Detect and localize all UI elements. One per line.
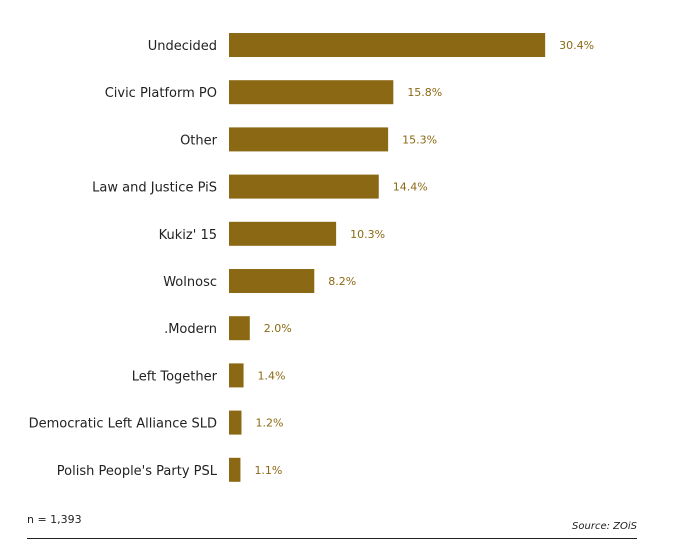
category-label: Law and Justice PiS [92, 181, 217, 196]
category-label: .Modern [164, 322, 217, 337]
category-label: Undecided [148, 39, 217, 54]
bar [229, 316, 250, 341]
sample-size-note: n = 1,393 [27, 513, 82, 526]
value-label: 8.2% [328, 275, 356, 288]
category-label: Other [180, 133, 218, 148]
bottom-rule [27, 538, 637, 539]
value-label: 15.3% [402, 133, 437, 146]
category-label: Civic Platform PO [105, 86, 217, 101]
value-label: 14.4% [393, 181, 428, 194]
value-label: 30.4% [559, 39, 594, 52]
bar [229, 269, 315, 293]
category-label: Wolnosc [163, 275, 217, 290]
category-label: Left Together [132, 369, 218, 384]
value-label: 15.8% [407, 86, 442, 99]
bar [229, 363, 244, 388]
bar [229, 457, 241, 482]
value-label: 10.3% [350, 228, 385, 241]
bar [229, 127, 389, 152]
bar [229, 410, 242, 435]
bar [229, 174, 379, 199]
bar [229, 80, 394, 105]
category-label: Kukiz' 15 [159, 228, 217, 243]
value-label: 1.4% [258, 369, 286, 382]
value-label: 1.1% [254, 464, 282, 477]
value-label: 2.0% [264, 322, 292, 335]
bar [229, 221, 337, 246]
bar [229, 33, 546, 57]
value-label: 1.2% [255, 417, 283, 430]
source-note: Source: ZOiS [572, 521, 637, 532]
category-label: Democratic Left Alliance SLD [29, 417, 217, 432]
category-label: Polish People's Party PSL [57, 464, 218, 479]
